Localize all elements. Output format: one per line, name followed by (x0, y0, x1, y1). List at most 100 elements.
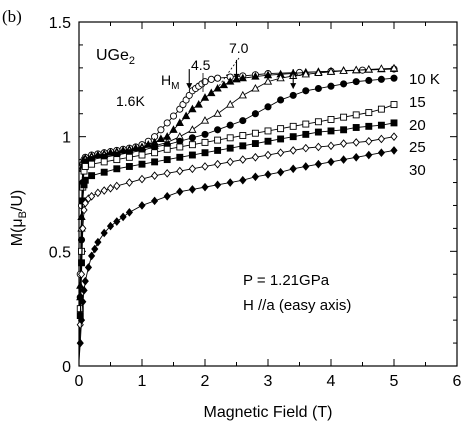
data-point (181, 111, 191, 120)
data-point (213, 83, 222, 92)
data-point (289, 122, 297, 130)
data-point (94, 237, 102, 247)
data-point (201, 182, 209, 192)
data-point (175, 118, 184, 126)
data-point (188, 151, 196, 159)
series-15 (76, 101, 398, 355)
data-point (289, 133, 297, 141)
data-point (151, 171, 159, 180)
data-point (80, 286, 88, 295)
data-point (188, 164, 196, 174)
data-point (264, 103, 272, 111)
data-point (176, 187, 184, 197)
data-point (125, 208, 133, 217)
data-point (214, 146, 222, 154)
data-point (226, 134, 234, 142)
data-point (81, 198, 89, 208)
data-point (219, 80, 229, 89)
data-point (207, 88, 216, 97)
data-point (201, 78, 209, 86)
data-point (76, 338, 84, 348)
data-point (81, 176, 89, 184)
data-point (207, 75, 215, 83)
data-point (340, 80, 348, 88)
data-point (88, 191, 96, 201)
data-point (125, 163, 133, 170)
data-point (239, 175, 247, 185)
data-point (340, 139, 348, 148)
data-point (77, 315, 86, 325)
data-point (119, 212, 127, 222)
data-point (176, 153, 184, 161)
data-point (251, 140, 259, 147)
data-point (238, 90, 247, 99)
curve-label-20: 20 (409, 117, 426, 134)
data-point (214, 126, 222, 134)
data-point (79, 297, 87, 307)
data-point (113, 165, 121, 173)
data-point (326, 67, 336, 75)
tick-labels: 0 1 2 3 4 5 6 0 0.5 1 1.5 (49, 15, 462, 390)
hm-label: HM (161, 72, 179, 92)
hm-arrows (186, 59, 297, 90)
data-point (80, 205, 88, 215)
data-point (251, 172, 259, 182)
data-point (277, 167, 285, 177)
y-tick-label: 1.5 (49, 15, 71, 32)
data-point (214, 74, 222, 82)
pressure-label: P = 1.21GPa (243, 272, 330, 289)
data-point (277, 96, 285, 104)
x-tick-label: 5 (390, 373, 399, 390)
data-point (314, 128, 322, 136)
data-point (251, 110, 259, 118)
data-point (113, 156, 121, 164)
y-axis-label: M(μB/U) (9, 190, 29, 247)
data-point (327, 116, 335, 123)
curve-label-25: 25 (409, 139, 426, 156)
data-point (125, 153, 133, 161)
x-tick-label: 0 (75, 373, 84, 390)
data-point (390, 101, 398, 109)
data-point (365, 109, 373, 117)
data-point (327, 157, 335, 167)
data-point (302, 130, 310, 138)
data-point (113, 181, 121, 191)
data-point (169, 112, 178, 120)
data-point (377, 121, 385, 129)
data-point (163, 191, 171, 201)
compound-subscript: 2 (129, 55, 135, 67)
data-point (352, 124, 360, 131)
data-point (194, 100, 203, 108)
data-point (352, 111, 360, 119)
x-tick-label: 3 (264, 373, 273, 390)
data-point (151, 196, 159, 206)
x-axis-label: Magnetic Field (T) (204, 404, 333, 421)
data-point (239, 155, 247, 164)
data-point (276, 73, 285, 82)
data-point (226, 100, 235, 108)
data-point (301, 69, 310, 78)
data-point (238, 73, 247, 82)
data-point (340, 126, 348, 134)
data-point (352, 78, 360, 86)
series-25 (76, 132, 398, 360)
data-point (390, 146, 398, 155)
data-point (125, 178, 133, 187)
data-point (91, 244, 99, 254)
data-point (264, 170, 272, 179)
data-point (113, 217, 121, 226)
data-point (264, 127, 272, 135)
data-point (200, 93, 210, 101)
data-point (277, 125, 285, 133)
y-tick-label: 0 (62, 359, 71, 376)
data-point (94, 188, 102, 198)
data-point (277, 148, 285, 158)
data-point (339, 66, 348, 74)
data-point (188, 134, 196, 142)
data-point (365, 76, 373, 85)
data-point (106, 183, 115, 193)
data-point (81, 163, 89, 170)
data-point (201, 138, 209, 146)
y-axis-label-end: /U) (9, 190, 26, 211)
compound-name: UGe (96, 47, 129, 64)
